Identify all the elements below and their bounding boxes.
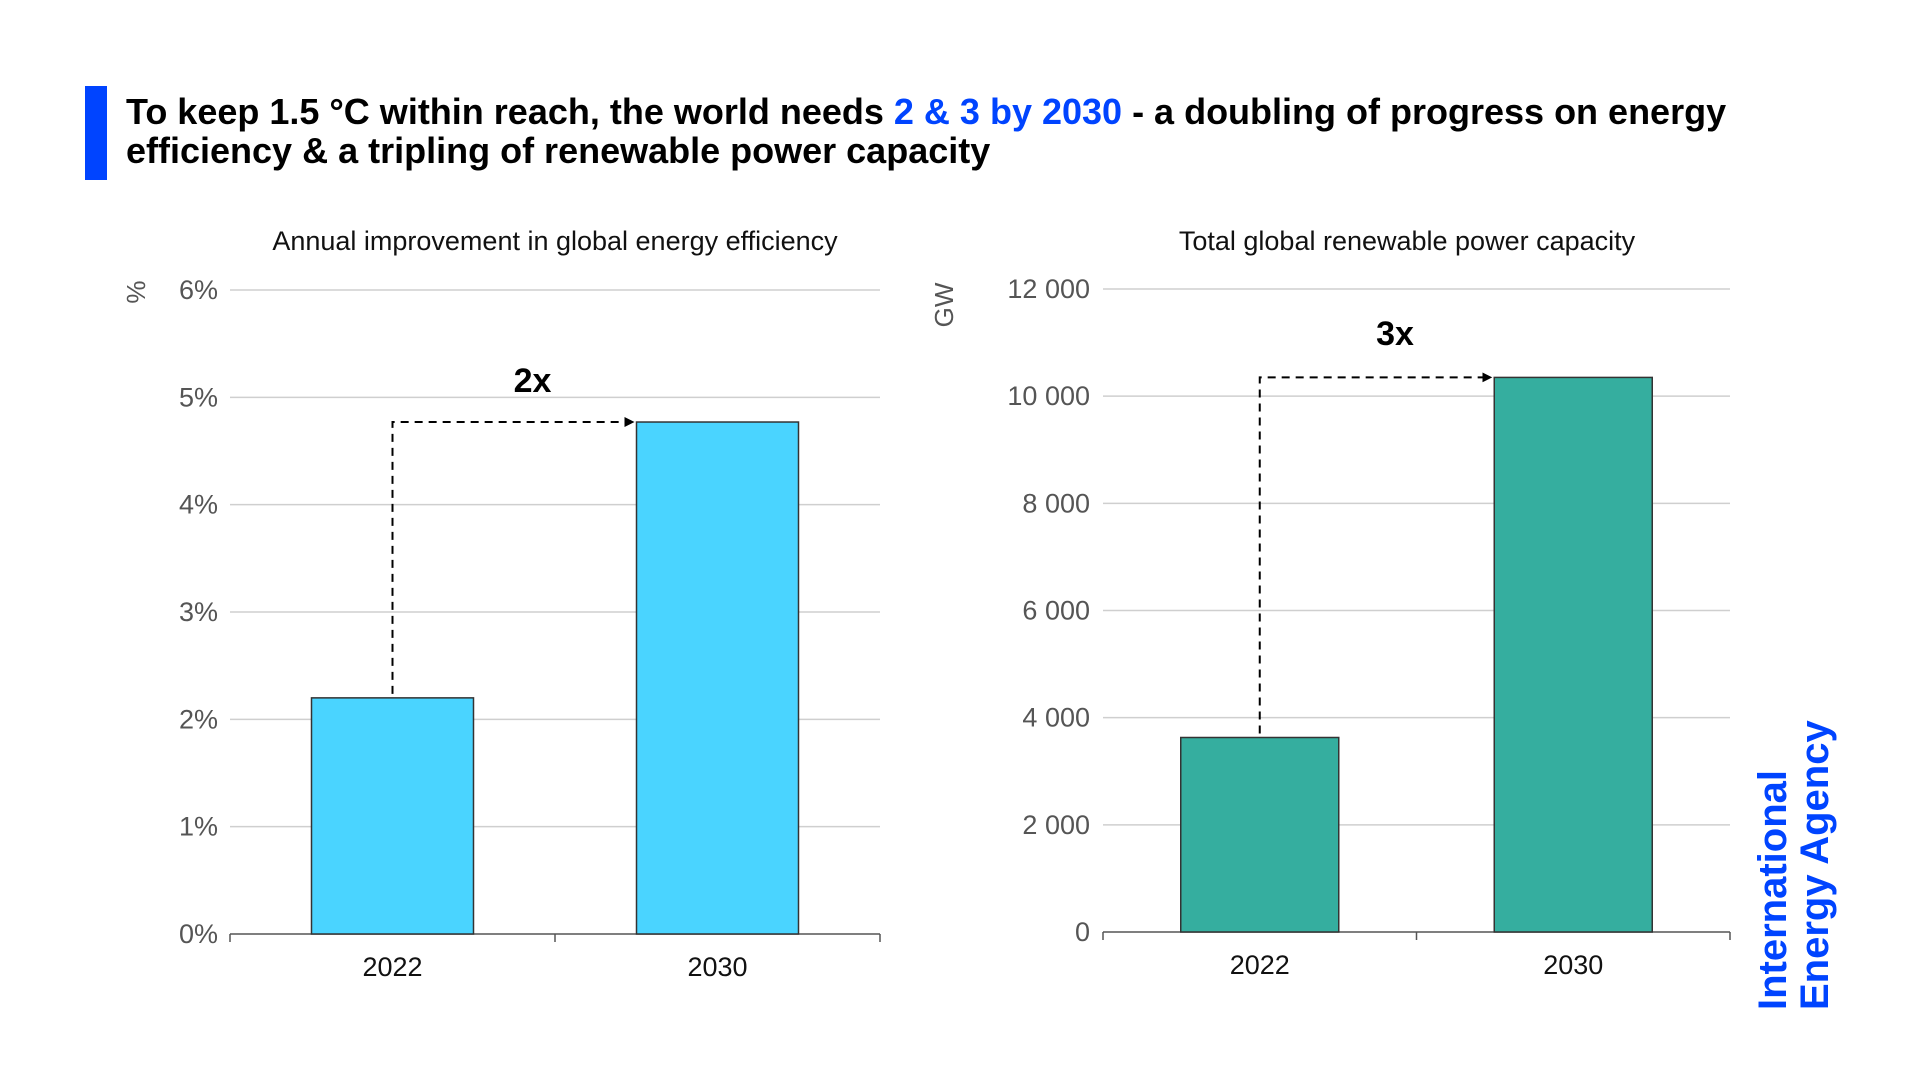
x-category-label: 2030 (687, 952, 747, 982)
y-axis-unit-label: GW (929, 282, 959, 327)
y-tick-label: 4% (179, 490, 218, 520)
growth-multiplier-label: 2x (514, 362, 552, 400)
bar-2030 (635, 421, 800, 935)
headline-part-2: - a doubling of progress on energy effic… (126, 91, 1727, 171)
chart-title: Annual improvement in global energy effi… (272, 226, 838, 256)
y-tick-label: 6 000 (1022, 596, 1090, 626)
efficiency-chart: Annual improvement in global energy effi… (121, 226, 881, 982)
y-tick-label: 0% (179, 919, 218, 949)
bar-2030 (1493, 376, 1653, 933)
logo-line-1: International (1751, 769, 1795, 1010)
y-tick-label: 8 000 (1022, 488, 1090, 518)
bar-2022 (1180, 736, 1340, 933)
growth-arrow (391, 417, 635, 694)
headline: To keep 1.5 °C within reach, the world n… (126, 92, 1786, 170)
growth-arrow (1258, 372, 1493, 734)
y-tick-label: 2% (179, 704, 218, 734)
title-accent-bar (85, 86, 107, 180)
headline-highlight: 2 & 3 by 2030 (893, 91, 1123, 132)
x-category-label: 2030 (1543, 950, 1603, 980)
y-tick-label: 2 000 (1022, 810, 1090, 840)
headline-part-1: To keep 1.5 °C within reach, the world n… (126, 91, 894, 132)
y-tick-label: 3% (179, 597, 218, 627)
logo-line-2: Energy Agency (1793, 720, 1837, 1010)
y-tick-label: 5% (179, 382, 218, 412)
y-tick-label: 6% (179, 275, 218, 305)
bar-2022 (310, 697, 475, 935)
y-tick-label: 4 000 (1022, 703, 1090, 733)
iea-logo: International Energy Agency (1751, 690, 1837, 1010)
chart-title: Total global renewable power capacity (1179, 226, 1636, 256)
y-tick-label: 1% (179, 812, 218, 842)
y-tick-label: 10 000 (1007, 381, 1090, 411)
x-category-label: 2022 (1230, 950, 1290, 980)
growth-multiplier-label: 3x (1376, 315, 1414, 353)
renewable-capacity-chart: Total global renewable power capacity GW 0… (929, 226, 1731, 980)
y-tick-label: 12 000 (1007, 274, 1090, 304)
y-axis-unit-label: % (121, 280, 151, 303)
x-category-label: 2022 (362, 952, 422, 982)
y-tick-label: 0 (1075, 917, 1090, 947)
